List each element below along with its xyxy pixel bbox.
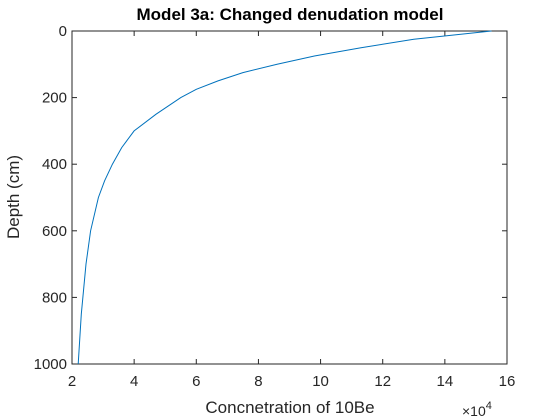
x-tick-label: 6 [192, 373, 200, 390]
x-axis-exponent-base: ×10 [462, 403, 486, 419]
x-tick-label: 8 [254, 373, 262, 390]
y-tick-label: 800 [42, 289, 67, 306]
x-tick-label: 2 [68, 373, 76, 390]
x-tick-label: 16 [499, 373, 516, 390]
y-tick-label: 0 [59, 23, 67, 40]
y-tick-label: 200 [42, 90, 67, 107]
chart-title: Model 3a: Changed denudation model [137, 5, 444, 24]
y-tick-label: 1000 [34, 356, 67, 373]
x-tick-label: 10 [312, 373, 329, 390]
axes-box [71, 30, 508, 365]
x-tick-label: 4 [130, 373, 138, 390]
y-tick-label: 400 [42, 156, 67, 173]
y-tick-label: 600 [42, 223, 67, 240]
x-tick-label: 14 [437, 373, 454, 390]
x-tick-label: 12 [374, 373, 391, 390]
x-axis-label: Concnetration of 10Be [205, 398, 374, 417]
y-axis-label: Depth (cm) [4, 155, 23, 239]
x-axis-exponent-power: 4 [486, 400, 492, 412]
x-axis-exponent: ×104 [462, 400, 492, 419]
plot-area: 2 4 6 8 10 12 14 16 0 200 400 600 800 1000 [34, 23, 516, 390]
series-line [77, 30, 492, 365]
